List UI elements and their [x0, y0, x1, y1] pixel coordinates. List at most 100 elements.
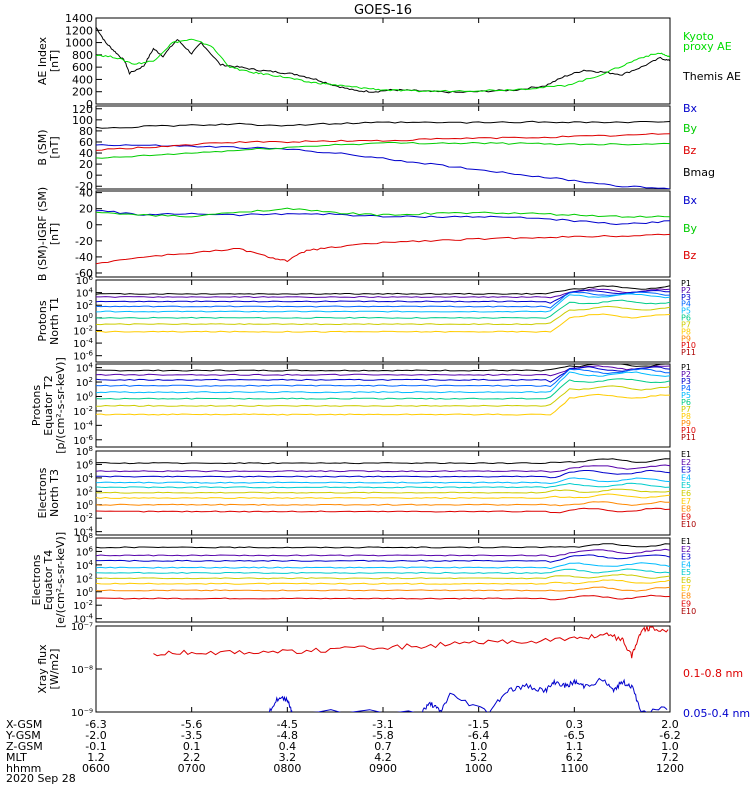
y-tick-label: -20: [75, 180, 93, 193]
y-axis-label: Equator T2: [42, 375, 55, 435]
legend-item: By: [683, 122, 698, 135]
y-tick-label: 40: [79, 187, 93, 200]
y-tick-label: 40: [79, 147, 93, 160]
y-tick-label: 60: [79, 136, 93, 149]
legend-item: P5: [681, 307, 691, 316]
series-line-By: [96, 141, 670, 159]
series-line-E2: [96, 548, 670, 558]
series-line-P2: [96, 365, 670, 377]
series-line-Bx: [96, 209, 670, 226]
series-group: [153, 626, 669, 712]
footer-value: 0800: [273, 762, 301, 775]
series-line-Kyoto-proxy-AE: [96, 38, 670, 93]
footer-row-label: hhmm: [6, 762, 41, 775]
y-tick-label: 20: [79, 158, 93, 171]
legend-item: E9: [681, 599, 691, 608]
footer-value: 2.0: [661, 718, 679, 731]
legend-item: E2: [681, 545, 691, 554]
y-tick-label: 100: [72, 114, 93, 127]
series-line-Bx: [96, 144, 670, 189]
y-axis-label: [nT]: [48, 50, 61, 72]
y-tick-label: 10⁻⁷: [71, 622, 93, 633]
footer-ephemeris: X-GSM -6.3 -5.6 -4.5 -3.1 -1.5 0.3 2.0 Y-GSM -2.0…: [5, 718, 684, 785]
y-tick-label: -40: [75, 251, 93, 264]
y-tick-label: 106: [76, 545, 94, 558]
legend-item: Bmag: [683, 166, 715, 179]
series-line-P8: [96, 393, 670, 416]
series-line-P1: [96, 285, 670, 295]
legend-item: E9: [681, 512, 691, 521]
series-line-E2: [96, 464, 670, 473]
footer-value: 1200: [656, 762, 684, 775]
y-tick-label: 20: [79, 203, 93, 216]
footer-value: 7.2: [661, 751, 679, 764]
y-tick-label: 108: [76, 532, 93, 545]
legend-item: E10: [681, 607, 696, 616]
y-tick-label: 120: [72, 103, 93, 116]
legend-item: P7: [681, 320, 691, 329]
y-tick-label: 108: [76, 445, 93, 458]
y-axis-label: Electrons: [30, 554, 43, 605]
footer-value: 0600: [82, 762, 110, 775]
footer-value: 4.2: [374, 751, 392, 764]
y-tick-label: 1200: [65, 24, 93, 37]
footer-value: -4.8: [277, 729, 298, 742]
y-axis-label: [nT]: [48, 136, 61, 158]
y-tick-label: 1000: [65, 37, 93, 50]
series-line-P5: [96, 371, 670, 394]
footer-row-label: X-GSM: [6, 718, 42, 731]
footer-value: 0.4: [279, 740, 297, 753]
series-line-E4: [96, 477, 670, 485]
series-line-E4: [96, 562, 670, 570]
footer-row-label: MLT: [6, 751, 27, 764]
series-line-P8: [96, 313, 670, 333]
legend-item: E1: [681, 537, 691, 546]
y-tick-label: 1400: [65, 12, 93, 25]
series-line-P3: [96, 366, 670, 383]
footer-value: -6.5: [564, 729, 585, 742]
series-line-E7: [96, 493, 670, 500]
y-tick-label: 102: [76, 485, 93, 498]
footer-value: -1.5: [468, 718, 489, 731]
panel-8: 10⁻⁷ 10⁻⁸ 10⁻⁹ Xray flux [W/m2] 0.1-0.8 nm 0.0…: [36, 622, 750, 720]
y-tick-label: 104: [76, 472, 94, 485]
legend-item: Themis AE: [682, 70, 741, 83]
y-tick-label: 10-2: [73, 599, 93, 612]
series-line-E9: [96, 594, 670, 601]
series-line-P7: [96, 385, 670, 407]
footer-value: 5.2: [470, 751, 488, 764]
series-line-P6: [96, 378, 670, 400]
series-line-P4: [96, 291, 670, 309]
series-line-E5: [96, 482, 670, 489]
series-line-E1: [96, 458, 670, 465]
y-tick-label: 10-2: [73, 405, 93, 418]
panel-frame: [95, 105, 671, 190]
y-tick-label: 600: [72, 61, 93, 74]
series-group: [96, 207, 670, 265]
y-axis-label: North T1: [48, 297, 61, 345]
series-line-E7: [96, 579, 670, 585]
y-axis-label: B (SM): [36, 129, 49, 165]
y-tick-label: 200: [72, 86, 93, 99]
footer-row-label: Z-GSM: [6, 740, 43, 753]
footer-value: -5.6: [181, 718, 202, 731]
legend-item: P6: [681, 398, 691, 407]
legend-item: P3: [681, 377, 691, 386]
y-axis-label: Electrons: [36, 467, 49, 518]
y-axis-label: North T3: [48, 469, 61, 517]
y-tick-label: 10-2: [73, 324, 93, 337]
y-tick-label: 102: [76, 572, 93, 585]
legend-item: E2: [681, 458, 691, 467]
footer-value: 2.2: [183, 751, 201, 764]
footer-value: 0.1: [183, 740, 201, 753]
legend-item: P2: [681, 370, 691, 379]
footer-value: -3.1: [372, 718, 393, 731]
y-tick-label: 106: [76, 274, 94, 287]
y-axis-label: [p/(cm²-s-sr-keV)]: [54, 357, 67, 454]
y-tick-label: -60: [75, 267, 93, 280]
series-line-Themis-AE: [96, 26, 670, 94]
